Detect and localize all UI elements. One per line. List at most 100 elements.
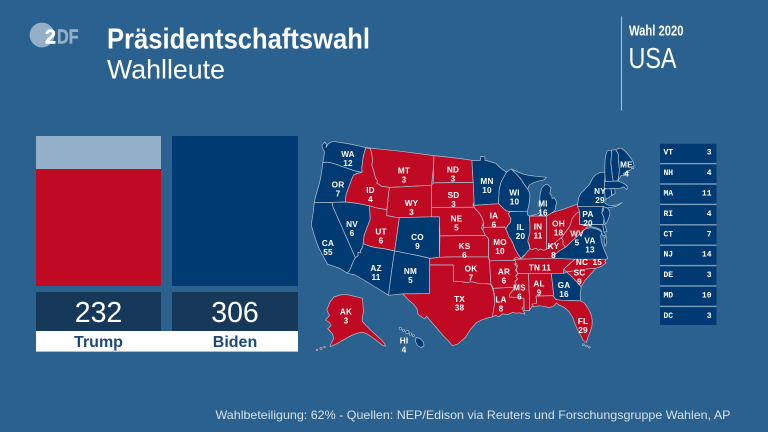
svg-text:Wahl 2020: Wahl 2020 <box>629 24 684 40</box>
svg-text:MN: MN <box>480 177 493 186</box>
svg-text:GA: GA <box>558 281 571 290</box>
svg-text:8: 8 <box>551 251 556 260</box>
svg-text:AK: AK <box>340 308 352 317</box>
svg-text:DE: DE <box>664 271 674 280</box>
svg-text:3: 3 <box>707 149 712 158</box>
svg-text:6: 6 <box>379 236 384 245</box>
svg-text:5: 5 <box>575 238 580 247</box>
svg-text:3: 3 <box>707 312 712 321</box>
svg-text:DF: DF <box>57 26 79 49</box>
svg-text:6: 6 <box>502 276 507 285</box>
svg-text:10: 10 <box>482 186 492 195</box>
svg-text:NC: NC <box>576 258 588 267</box>
svg-text:232: 232 <box>75 297 123 329</box>
svg-text:OK: OK <box>465 265 478 274</box>
svg-text:4: 4 <box>707 210 712 219</box>
svg-text:AZ: AZ <box>370 264 381 273</box>
svg-text:4: 4 <box>368 195 373 204</box>
svg-text:Wahlbeteiligung: 62% - Quellen: Wahlbeteiligung: 62% - Quellen: NEP/Edis… <box>216 408 731 422</box>
svg-text:Präsidentschaftswahl: Präsidentschaftswahl <box>107 23 370 55</box>
svg-text:NH: NH <box>664 169 674 178</box>
svg-text:ND: ND <box>447 166 459 175</box>
svg-text:3: 3 <box>409 208 414 217</box>
svg-text:13: 13 <box>585 245 595 254</box>
svg-text:4: 4 <box>624 169 629 178</box>
svg-text:Biden: Biden <box>213 334 257 351</box>
svg-text:LA: LA <box>495 296 506 305</box>
svg-text:IN: IN <box>534 223 543 232</box>
svg-text:NM: NM <box>404 267 417 276</box>
svg-text:3: 3 <box>451 200 456 209</box>
svg-text:WV: WV <box>570 230 584 239</box>
svg-text:UT: UT <box>375 228 386 237</box>
svg-text:TX: TX <box>454 295 465 304</box>
svg-text:MO: MO <box>493 238 507 247</box>
svg-text:9: 9 <box>415 242 420 251</box>
svg-text:20: 20 <box>516 232 526 241</box>
svg-text:RI: RI <box>664 210 674 219</box>
svg-text:9: 9 <box>537 288 542 297</box>
svg-text:12: 12 <box>343 159 353 168</box>
svg-text:IL: IL <box>517 223 525 232</box>
svg-text:HI: HI <box>400 337 409 346</box>
svg-text:ID: ID <box>366 186 375 195</box>
svg-text:8: 8 <box>499 304 504 313</box>
svg-text:PA: PA <box>582 210 593 219</box>
svg-text:18: 18 <box>554 228 564 237</box>
svg-text:KY: KY <box>548 242 560 251</box>
svg-text:NV: NV <box>346 220 358 229</box>
svg-text:Trump: Trump <box>74 334 123 351</box>
svg-text:NJ: NJ <box>664 251 674 260</box>
svg-text:USA: USA <box>629 43 678 75</box>
svg-text:WY: WY <box>405 199 419 208</box>
svg-text:Wahlleute: Wahlleute <box>107 54 225 84</box>
svg-text:11: 11 <box>533 231 542 240</box>
svg-text:11: 11 <box>542 263 551 272</box>
svg-text:4: 4 <box>707 169 712 178</box>
svg-text:3: 3 <box>402 175 407 184</box>
svg-text:9: 9 <box>577 277 582 286</box>
svg-text:FL: FL <box>578 317 588 326</box>
svg-text:WI: WI <box>509 189 519 198</box>
svg-text:29: 29 <box>578 326 588 335</box>
svg-text:NY: NY <box>594 187 606 196</box>
svg-text:NE: NE <box>451 215 463 224</box>
svg-text:MA: MA <box>664 190 674 199</box>
svg-text:IA: IA <box>490 212 499 221</box>
svg-text:6: 6 <box>517 292 522 301</box>
svg-text:5: 5 <box>408 276 413 285</box>
svg-text:38: 38 <box>455 304 465 313</box>
svg-text:10: 10 <box>495 247 505 256</box>
svg-text:3: 3 <box>344 316 349 325</box>
svg-text:10: 10 <box>510 197 520 206</box>
svg-text:10: 10 <box>702 292 712 301</box>
svg-text:11: 11 <box>371 273 380 282</box>
svg-text:DC: DC <box>664 312 674 321</box>
svg-text:TN: TN <box>529 263 540 272</box>
svg-text:MS: MS <box>513 284 526 293</box>
svg-text:5: 5 <box>454 223 459 232</box>
svg-text:6: 6 <box>350 229 355 238</box>
svg-text:6: 6 <box>492 220 497 229</box>
svg-text:7: 7 <box>707 230 712 239</box>
svg-text:WA: WA <box>341 150 355 159</box>
svg-text:29: 29 <box>595 196 605 205</box>
svg-text:AL: AL <box>533 280 544 289</box>
svg-text:CO: CO <box>411 233 424 242</box>
svg-text:OR: OR <box>332 181 345 190</box>
svg-text:CT: CT <box>664 230 674 239</box>
svg-text:VT: VT <box>664 149 674 158</box>
svg-text:306: 306 <box>211 297 259 329</box>
svg-text:15: 15 <box>593 258 603 267</box>
svg-text:4: 4 <box>402 345 407 354</box>
svg-text:2: 2 <box>45 26 56 49</box>
svg-text:MD: MD <box>664 292 674 301</box>
svg-text:3: 3 <box>451 174 456 183</box>
svg-text:20: 20 <box>583 219 593 228</box>
svg-text:OH: OH <box>552 220 565 229</box>
svg-text:7: 7 <box>469 273 474 282</box>
svg-text:ME: ME <box>620 161 633 170</box>
svg-text:16: 16 <box>538 208 548 217</box>
svg-text:SC: SC <box>574 269 586 278</box>
svg-text:CA: CA <box>322 239 334 248</box>
